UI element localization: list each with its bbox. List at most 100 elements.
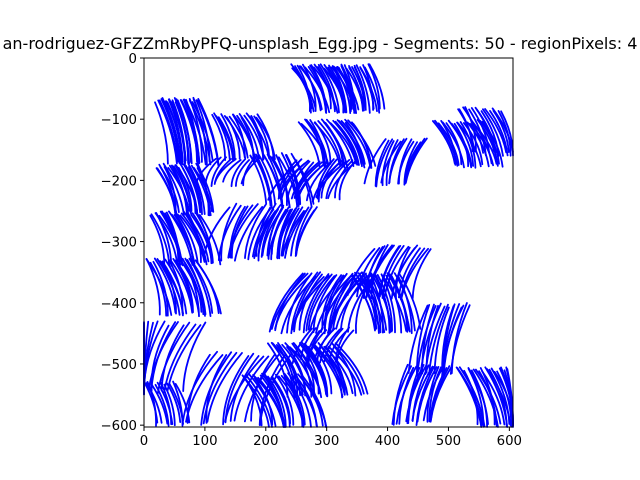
stream-line — [306, 329, 328, 363]
stream-line — [230, 158, 247, 188]
stream-line — [185, 165, 202, 213]
stream-line — [266, 206, 284, 257]
stream-line — [253, 377, 274, 426]
stream-line — [154, 101, 169, 165]
stream-line — [463, 369, 479, 426]
stream-line — [411, 365, 434, 422]
stream-line — [270, 272, 309, 330]
stream-line — [220, 113, 236, 161]
stream-line — [492, 109, 510, 153]
stream-line — [470, 369, 489, 428]
stream-line — [177, 166, 193, 212]
stream-line — [307, 326, 324, 365]
stream-line — [464, 106, 477, 153]
stream-line — [210, 156, 227, 187]
stream-line — [266, 153, 284, 209]
stream-line — [188, 257, 212, 317]
stream-line — [368, 63, 386, 110]
stream-line — [467, 368, 485, 427]
stream-line — [481, 370, 506, 426]
stream-line — [154, 383, 170, 427]
stream-line — [226, 116, 241, 160]
stream-line — [313, 327, 336, 363]
stream-line — [149, 214, 166, 266]
stream-line — [176, 262, 194, 314]
stream-line — [306, 161, 332, 202]
stream-line — [257, 153, 276, 205]
stream-line — [250, 115, 264, 161]
stream-line — [174, 164, 192, 213]
y-tick-label: −300 — [100, 236, 137, 251]
stream-line — [255, 153, 273, 209]
stream-line — [146, 381, 157, 427]
stream-line — [172, 380, 184, 427]
stream-line — [295, 346, 315, 394]
stream-line — [424, 305, 446, 375]
stream-line — [271, 375, 292, 425]
stream-line — [187, 162, 206, 215]
stream-line — [214, 158, 237, 183]
stream-line — [242, 375, 270, 428]
stream-line — [163, 383, 176, 427]
stream-line — [294, 206, 318, 257]
stream-line — [274, 373, 295, 426]
stream-line — [416, 366, 438, 423]
stream-line — [284, 210, 307, 259]
stream-line — [335, 326, 350, 363]
y-tick-label: −500 — [100, 358, 137, 373]
stream-line — [179, 214, 206, 263]
stream-line — [195, 157, 217, 184]
stream-lines — [143, 63, 514, 428]
stream-line — [185, 213, 210, 263]
stream-line — [462, 106, 484, 154]
stream-line — [202, 351, 238, 425]
stream-line — [317, 66, 332, 110]
stream-line — [488, 368, 508, 428]
stream-line — [291, 327, 313, 364]
stream-line — [235, 159, 250, 187]
stream-line — [361, 271, 380, 334]
stream-line — [327, 66, 346, 114]
stream-line — [375, 138, 394, 188]
stream-line — [344, 121, 363, 168]
stream-line — [355, 64, 371, 114]
stream-line — [197, 99, 220, 166]
stream-line — [174, 383, 191, 424]
stream-line — [222, 355, 250, 426]
stream-line — [323, 327, 344, 363]
stream-line — [405, 364, 428, 423]
stream-line — [299, 375, 324, 427]
stream-line — [305, 273, 333, 332]
stream-line — [234, 206, 264, 262]
stream-line — [176, 99, 192, 163]
stream-line — [182, 350, 218, 422]
stream-line — [150, 383, 169, 425]
stream-line — [391, 365, 412, 425]
stream-line — [379, 245, 402, 298]
stream-line — [195, 211, 213, 265]
stream-line — [374, 139, 390, 187]
stream-line — [224, 355, 265, 423]
stream-line — [166, 382, 182, 423]
stream-line — [375, 274, 391, 334]
stream-line — [191, 261, 214, 314]
stream-line — [400, 247, 429, 300]
stream-line — [336, 329, 355, 363]
stream-line — [286, 346, 307, 397]
stream-line — [268, 272, 304, 333]
stream-line — [312, 274, 338, 334]
stream-line — [186, 211, 202, 264]
stream-line — [176, 213, 199, 264]
stream-line — [222, 159, 242, 183]
stream-line — [296, 64, 311, 113]
stream-line — [346, 248, 376, 296]
x-axis: 0 100 200 300 400 500 600 — [140, 427, 522, 449]
stream-line — [397, 275, 413, 335]
stream-line — [187, 166, 203, 216]
stream-line — [200, 351, 233, 426]
stream-line — [206, 352, 243, 423]
stream-line — [300, 327, 317, 361]
stream-line — [315, 275, 352, 334]
stream-line — [496, 370, 513, 428]
